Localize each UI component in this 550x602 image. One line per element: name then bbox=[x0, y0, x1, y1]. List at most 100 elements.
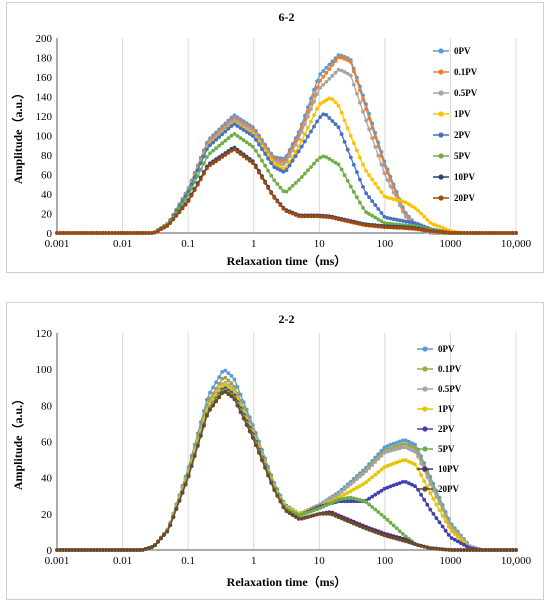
data-point bbox=[330, 97, 335, 102]
data-point bbox=[244, 130, 249, 134]
data-point bbox=[508, 231, 512, 235]
data-point bbox=[263, 152, 267, 156]
data-point bbox=[110, 548, 114, 552]
data-point bbox=[61, 231, 65, 235]
data-point bbox=[351, 487, 356, 492]
data-point bbox=[373, 224, 378, 229]
data-point bbox=[388, 178, 393, 183]
data-point bbox=[287, 154, 292, 159]
data-point bbox=[70, 231, 75, 235]
data-point bbox=[226, 378, 231, 383]
data-point bbox=[355, 497, 359, 501]
x-tick-label: 10,000 bbox=[501, 238, 532, 250]
data-point bbox=[403, 438, 408, 443]
data-point bbox=[324, 98, 329, 103]
data-point bbox=[244, 140, 249, 145]
data-point bbox=[303, 171, 307, 176]
data-point bbox=[351, 496, 356, 501]
data-point bbox=[397, 198, 402, 203]
data-point bbox=[367, 116, 371, 121]
data-point bbox=[446, 525, 451, 529]
data-point bbox=[431, 222, 436, 227]
legend-label: 0.1PV bbox=[438, 364, 462, 374]
y-tick-label: 80 bbox=[41, 150, 53, 162]
data-point bbox=[306, 515, 310, 519]
data-point bbox=[355, 195, 359, 200]
data-point bbox=[388, 442, 393, 447]
y-tick-label: 60 bbox=[41, 170, 53, 182]
data-point bbox=[58, 231, 62, 235]
data-point bbox=[55, 231, 59, 235]
data-point bbox=[226, 123, 231, 127]
data-point bbox=[220, 384, 225, 388]
data-point bbox=[477, 548, 482, 552]
data-point bbox=[113, 231, 117, 235]
data-point bbox=[388, 225, 393, 230]
data-point bbox=[410, 204, 414, 209]
y-tick-label: 20 bbox=[41, 209, 53, 221]
data-point bbox=[247, 127, 252, 132]
data-point bbox=[247, 429, 252, 434]
y-tick-label: 40 bbox=[41, 189, 53, 201]
data-point bbox=[180, 490, 185, 495]
series-0PV bbox=[55, 53, 518, 235]
y-tick-label: 160 bbox=[36, 72, 53, 84]
data-point bbox=[232, 390, 237, 394]
data-point bbox=[110, 231, 114, 235]
data-point bbox=[410, 441, 414, 446]
data-point bbox=[446, 547, 451, 552]
data-point bbox=[79, 548, 84, 552]
data-point bbox=[437, 547, 442, 551]
data-point bbox=[400, 209, 405, 214]
data-point bbox=[281, 162, 286, 167]
data-point bbox=[391, 483, 396, 488]
data-point bbox=[318, 506, 323, 510]
legend-label: 5PV bbox=[438, 444, 455, 454]
data-point bbox=[413, 446, 417, 451]
data-point bbox=[459, 541, 463, 545]
data-point bbox=[290, 510, 295, 515]
data-point bbox=[342, 517, 347, 522]
data-point bbox=[303, 132, 307, 137]
data-point bbox=[327, 116, 332, 120]
data-point bbox=[382, 533, 387, 538]
data-point bbox=[403, 214, 408, 219]
data-point bbox=[403, 534, 408, 539]
legend-swatch-marker bbox=[438, 90, 444, 96]
data-point bbox=[364, 169, 368, 173]
data-point bbox=[425, 502, 430, 507]
data-point bbox=[379, 190, 384, 195]
data-point bbox=[153, 230, 157, 235]
data-point bbox=[232, 147, 237, 152]
data-point bbox=[116, 231, 121, 235]
data-point bbox=[309, 101, 313, 106]
data-point bbox=[266, 473, 270, 478]
data-point bbox=[422, 544, 427, 549]
data-point bbox=[324, 503, 329, 508]
data-point bbox=[385, 195, 390, 200]
data-point bbox=[226, 151, 231, 155]
data-point bbox=[367, 477, 371, 482]
data-point bbox=[318, 85, 323, 90]
data-point bbox=[278, 185, 283, 190]
series-line bbox=[57, 133, 516, 234]
data-point bbox=[318, 115, 323, 119]
data-point bbox=[315, 85, 319, 90]
legend-swatch-marker bbox=[422, 346, 428, 352]
data-point bbox=[327, 511, 332, 516]
data-point bbox=[73, 231, 78, 235]
data-point bbox=[361, 206, 365, 210]
legend-label: 0.1PV bbox=[454, 67, 478, 77]
data-point bbox=[235, 134, 240, 138]
data-point bbox=[397, 446, 402, 451]
data-point bbox=[394, 217, 399, 222]
x-tick-label: 10 bbox=[314, 238, 326, 250]
data-point bbox=[128, 548, 133, 552]
x-tick-label: 0.001 bbox=[45, 555, 70, 567]
data-point bbox=[202, 154, 206, 159]
data-point bbox=[275, 199, 280, 204]
x-tick-label: 1 bbox=[251, 555, 257, 567]
data-point bbox=[303, 139, 307, 144]
data-point bbox=[220, 391, 225, 395]
x-tick-label: 0.01 bbox=[113, 555, 132, 567]
